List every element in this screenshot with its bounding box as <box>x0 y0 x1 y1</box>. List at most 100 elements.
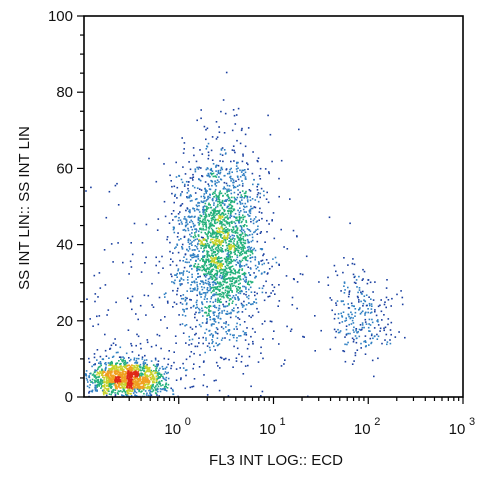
event-point <box>199 243 201 245</box>
event-point <box>242 285 244 288</box>
event-point <box>191 290 194 292</box>
event-point <box>215 246 218 249</box>
event-point <box>374 310 376 313</box>
event-point <box>148 157 150 160</box>
event-point <box>167 302 169 304</box>
event-point <box>200 109 202 111</box>
event-point <box>112 381 115 383</box>
event-point <box>368 302 371 305</box>
event-point <box>247 302 250 304</box>
event-point <box>109 378 112 381</box>
event-point <box>240 221 243 224</box>
event-point <box>246 296 248 298</box>
event-point <box>186 270 188 272</box>
event-point <box>217 244 219 247</box>
event-point <box>205 192 208 194</box>
event-point <box>208 223 211 225</box>
event-point <box>217 365 219 367</box>
event-point <box>198 366 201 368</box>
event-point <box>200 195 203 198</box>
event-point <box>114 364 117 367</box>
event-point <box>212 248 214 251</box>
event-point <box>133 357 136 359</box>
event-point <box>214 276 217 279</box>
event-point <box>261 272 263 275</box>
event-point <box>207 175 209 177</box>
event-point <box>231 272 234 274</box>
event-point <box>239 169 241 172</box>
event-point <box>164 371 167 373</box>
event-point <box>363 270 366 273</box>
event-point <box>96 349 99 351</box>
event-point <box>211 323 214 325</box>
event-point <box>136 333 138 336</box>
event-point <box>285 275 288 277</box>
event-point <box>121 394 123 396</box>
event-point <box>227 290 229 293</box>
event-point <box>85 377 88 380</box>
event-point <box>196 286 199 288</box>
event-point <box>270 320 273 323</box>
event-point <box>192 179 194 181</box>
event-point <box>183 216 186 218</box>
event-point <box>200 189 203 191</box>
event-point <box>238 221 240 223</box>
event-point <box>233 309 235 312</box>
event-point <box>211 268 214 271</box>
event-point <box>385 306 387 309</box>
event-point <box>227 324 230 326</box>
event-point <box>226 253 229 255</box>
event-point <box>252 183 254 186</box>
event-point <box>138 354 140 357</box>
event-point <box>214 175 217 177</box>
event-point <box>214 274 216 276</box>
event-point <box>204 282 207 284</box>
event-point <box>238 222 240 224</box>
event-point <box>206 256 209 258</box>
event-point <box>95 388 97 390</box>
event-point <box>208 273 211 276</box>
event-point <box>214 220 216 222</box>
event-point <box>210 167 213 170</box>
event-point <box>189 194 192 196</box>
event-point <box>222 212 225 215</box>
event-point <box>244 256 246 258</box>
event-point <box>205 274 208 277</box>
x-tick-label: 10 <box>449 421 466 438</box>
event-point <box>215 165 217 167</box>
event-point <box>157 363 159 365</box>
event-point <box>217 282 219 284</box>
event-point <box>142 362 145 365</box>
event-point <box>237 167 239 169</box>
event-point <box>342 311 345 313</box>
event-point <box>127 378 129 380</box>
event-point <box>248 209 251 212</box>
event-point <box>103 381 106 383</box>
event-point <box>142 367 144 370</box>
event-point <box>363 295 366 297</box>
event-point <box>194 287 196 289</box>
event-point <box>196 256 198 258</box>
event-point <box>214 183 216 186</box>
event-point <box>256 196 258 198</box>
event-point <box>176 236 179 238</box>
event-point <box>347 307 350 309</box>
event-point <box>140 375 143 377</box>
event-point <box>92 382 94 384</box>
event-point <box>226 184 229 187</box>
event-point <box>108 364 110 367</box>
event-point <box>142 378 144 381</box>
event-point <box>217 171 220 173</box>
event-point <box>110 375 113 378</box>
event-point <box>210 257 212 259</box>
event-point <box>119 386 121 389</box>
event-point <box>222 293 225 295</box>
event-point <box>261 287 264 290</box>
event-point <box>367 326 370 329</box>
event-point <box>129 390 131 392</box>
event-point <box>202 256 205 258</box>
event-point <box>258 175 261 177</box>
x-tick-exponent: 2 <box>374 416 380 428</box>
event-point <box>212 301 214 304</box>
